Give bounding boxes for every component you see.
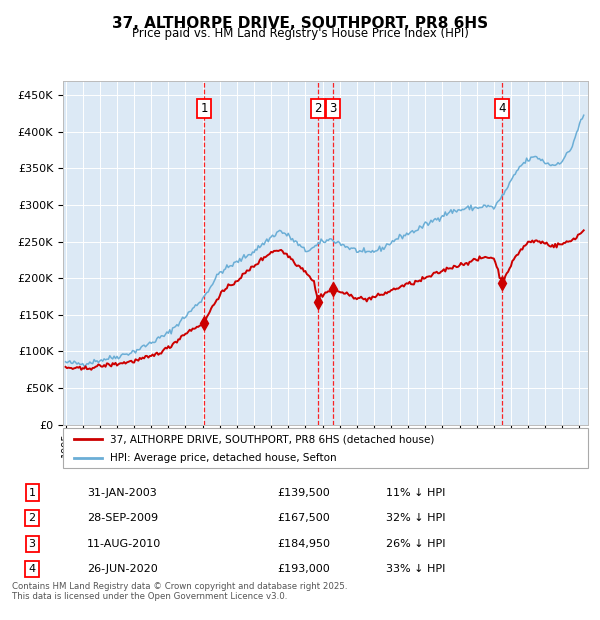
Text: 33% ↓ HPI: 33% ↓ HPI	[386, 564, 446, 574]
Text: 26-JUN-2020: 26-JUN-2020	[87, 564, 158, 574]
Text: 3: 3	[329, 102, 337, 115]
Text: 4: 4	[29, 564, 36, 574]
Text: 1: 1	[29, 487, 35, 497]
Text: 37, ALTHORPE DRIVE, SOUTHPORT, PR8 6HS (detached house): 37, ALTHORPE DRIVE, SOUTHPORT, PR8 6HS (…	[110, 434, 434, 444]
Text: 28-SEP-2009: 28-SEP-2009	[87, 513, 158, 523]
Text: £167,500: £167,500	[277, 513, 330, 523]
FancyBboxPatch shape	[63, 428, 588, 468]
Text: 31-JAN-2003: 31-JAN-2003	[87, 487, 157, 497]
Text: £184,950: £184,950	[277, 539, 330, 549]
Text: Price paid vs. HM Land Registry's House Price Index (HPI): Price paid vs. HM Land Registry's House …	[131, 27, 469, 40]
Text: 2: 2	[29, 513, 36, 523]
Text: 11-AUG-2010: 11-AUG-2010	[87, 539, 161, 549]
Text: £193,000: £193,000	[277, 564, 330, 574]
Text: 11% ↓ HPI: 11% ↓ HPI	[386, 487, 446, 497]
Text: 1: 1	[200, 102, 208, 115]
Text: £139,500: £139,500	[277, 487, 330, 497]
Text: HPI: Average price, detached house, Sefton: HPI: Average price, detached house, Seft…	[110, 453, 337, 463]
Text: 4: 4	[499, 102, 506, 115]
Text: Contains HM Land Registry data © Crown copyright and database right 2025.
This d: Contains HM Land Registry data © Crown c…	[12, 582, 347, 601]
Text: 37, ALTHORPE DRIVE, SOUTHPORT, PR8 6HS: 37, ALTHORPE DRIVE, SOUTHPORT, PR8 6HS	[112, 16, 488, 31]
Text: 2: 2	[314, 102, 322, 115]
Text: 26% ↓ HPI: 26% ↓ HPI	[386, 539, 446, 549]
Text: 3: 3	[29, 539, 35, 549]
Text: 32% ↓ HPI: 32% ↓ HPI	[386, 513, 446, 523]
